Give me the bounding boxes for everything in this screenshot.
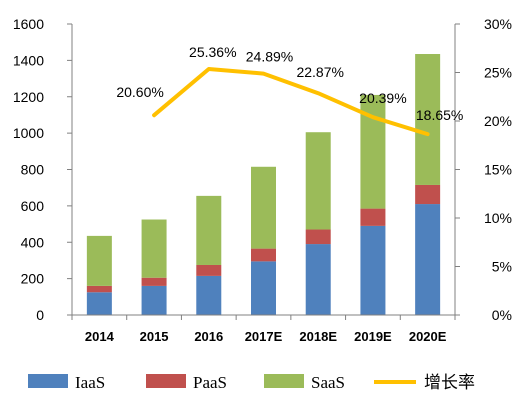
x-tick-label: 2018E bbox=[299, 329, 337, 344]
bar-iaas-2014 bbox=[86, 292, 112, 315]
growth-label: 20.60% bbox=[116, 84, 163, 100]
legend: IaaS PaaS SaaS 增长率 bbox=[28, 373, 475, 392]
x-tick-label: 2015 bbox=[140, 329, 169, 344]
left-tick-label: 200 bbox=[21, 271, 45, 287]
x-tick-label: 2016 bbox=[194, 329, 223, 344]
data-labels: 20.60% 25.36% 24.89%22.87% 20.39% 18.65% bbox=[116, 44, 463, 123]
left-tick-label: 1200 bbox=[13, 89, 44, 105]
bar-saas-2016 bbox=[196, 195, 222, 265]
left-tick-label: 600 bbox=[21, 198, 45, 214]
legend-label: IaaS bbox=[75, 373, 105, 392]
x-tick-label: 2019E bbox=[354, 329, 392, 344]
legend-swatch-paas bbox=[146, 374, 186, 388]
growth-label: 25.36% bbox=[189, 44, 236, 60]
bar-paas-2016 bbox=[196, 264, 222, 276]
x-tick-label: 2017E bbox=[245, 329, 283, 344]
legend-label: SaaS bbox=[311, 373, 345, 392]
bar-paas-2018e bbox=[305, 229, 331, 245]
bar-saas-2020e bbox=[415, 54, 441, 185]
legend-swatch-iaas bbox=[28, 374, 68, 388]
growth-label: 22.87% bbox=[296, 64, 343, 80]
left-tick-label: 800 bbox=[21, 162, 45, 178]
legend-label: 增长率 bbox=[424, 373, 475, 392]
bar-iaas-2017e bbox=[251, 261, 276, 315]
bar-saas-2017e bbox=[251, 166, 276, 249]
bar-iaas-2016 bbox=[196, 275, 222, 315]
left-tick-label: 0 bbox=[36, 307, 44, 323]
bar-iaas-2019e bbox=[360, 225, 386, 315]
left-tick-label: 400 bbox=[21, 234, 45, 250]
growth-rate-line bbox=[152, 67, 430, 137]
bar-saas-2014 bbox=[86, 235, 112, 286]
growth-label: 18.65% bbox=[416, 107, 463, 123]
bar-paas-2017e bbox=[251, 248, 276, 262]
bar-paas-2019e bbox=[360, 208, 386, 226]
x-tick-label: 2020E bbox=[409, 329, 447, 344]
right-tick-label: 5% bbox=[492, 259, 512, 275]
right-tick-label: 0% bbox=[492, 307, 512, 323]
growth-label: 20.39% bbox=[359, 90, 406, 106]
bar-saas-2018e bbox=[305, 132, 331, 230]
right-tick-label: 20% bbox=[484, 113, 512, 129]
right-tick-label: 30% bbox=[484, 16, 512, 32]
legend-label: PaaS bbox=[193, 373, 227, 392]
bar-iaas-2020e bbox=[415, 204, 441, 315]
bar-paas-2020e bbox=[415, 184, 441, 205]
left-tick-label: 1600 bbox=[13, 16, 44, 32]
growth-label: 24.89% bbox=[246, 49, 293, 65]
bar-iaas-2018e bbox=[305, 244, 331, 315]
right-tick-label: 15% bbox=[484, 162, 512, 178]
bar-paas-2015 bbox=[141, 277, 167, 286]
bar-iaas-2015 bbox=[141, 285, 167, 315]
left-tick-label: 1400 bbox=[13, 52, 44, 68]
right-tick-label: 10% bbox=[484, 210, 512, 226]
bar-paas-2014 bbox=[86, 285, 112, 293]
growth-line bbox=[152, 67, 430, 137]
legend-swatch-saas bbox=[264, 374, 304, 388]
right-tick-label: 25% bbox=[484, 65, 512, 81]
bar-saas-2015 bbox=[141, 219, 167, 278]
x-tick-label: 2014 bbox=[85, 329, 115, 344]
left-tick-label: 1000 bbox=[13, 125, 44, 141]
axes: 0 200 400 600 800 1000 1200 1400 1600 0% 5% 10% 15% 2… bbox=[13, 16, 512, 344]
